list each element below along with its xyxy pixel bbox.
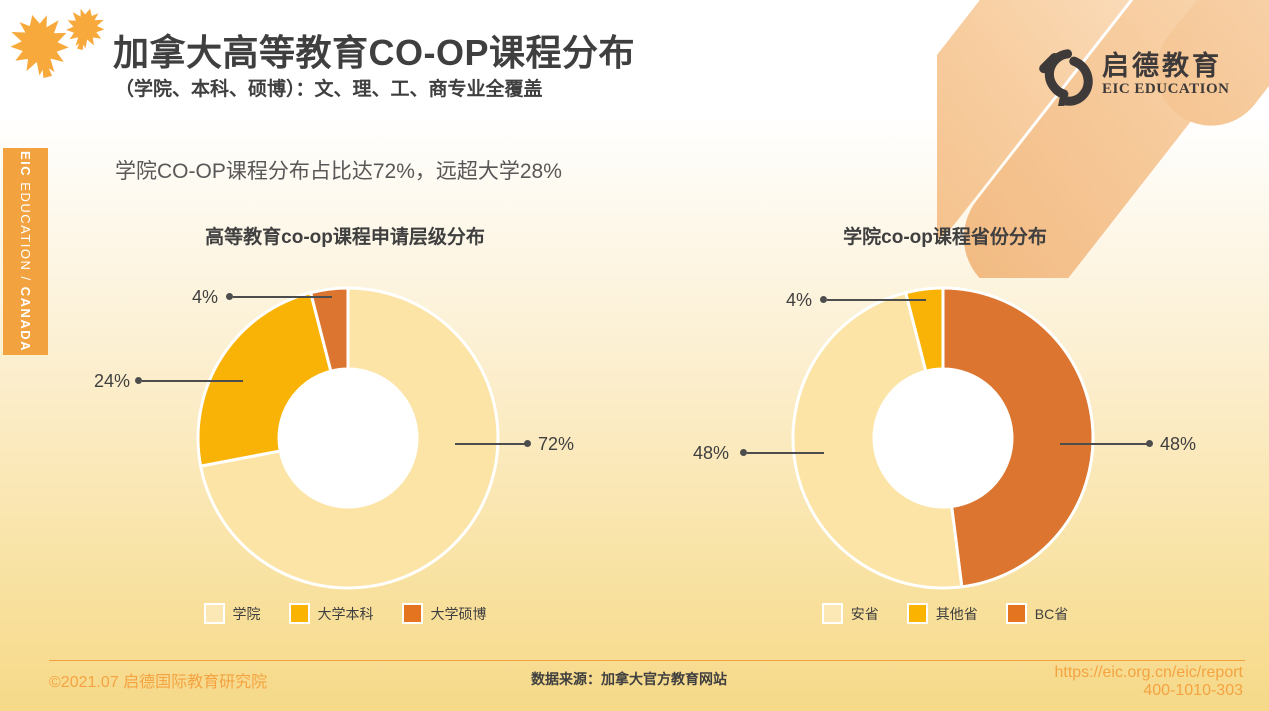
callout-label-other-province: 4% — [786, 290, 813, 310]
callout-label-bc: 48% — [1160, 434, 1197, 454]
legend-label: 大学本科 — [317, 605, 374, 622]
callout-dot — [524, 440, 531, 447]
eic-logo: 启德教育 EIC EDUCATION — [1030, 42, 1230, 106]
logo-name-en: EIC EDUCATION — [1102, 81, 1230, 97]
donut-chart-province — [791, 286, 1095, 590]
callout-line — [455, 443, 529, 445]
footer-copyright: ©2021.07 启德国际教育研究院 — [49, 674, 268, 691]
legend-label: 大学硕博 — [430, 605, 487, 622]
donut-chart-program-level — [196, 286, 500, 590]
legend-swatch — [401, 603, 423, 624]
sidebar-tab-eic-canada: EIC EDUCATION / CANADA — [3, 148, 48, 355]
footer-report-url[interactable]: https://eic.org.cn/eic/report — [1054, 664, 1243, 681]
legend-label: BC省 — [1034, 605, 1069, 622]
sidebar-tab-label: EIC EDUCATION / CANADA — [18, 150, 33, 353]
legend-label: 安省 — [850, 605, 879, 622]
page-title: 加拿大高等教育CO-OP课程分布 — [113, 32, 636, 73]
eic-logo-icon — [1039, 49, 1093, 106]
legend-label: 学院 — [232, 605, 261, 622]
chart2-title: 学院co-op课程省份分布 — [843, 227, 1047, 248]
legend-item-undergrad: 大学本科 — [288, 603, 374, 624]
footer-phone: 400-1010-303 — [1143, 682, 1243, 699]
chart1-title: 高等教育co-op课程申请层级分布 — [205, 227, 485, 248]
legend-swatch — [288, 603, 310, 624]
callout-label-ontario: 48% — [693, 443, 730, 463]
chart2-legend: 安省 其他省 BC省 — [740, 603, 1150, 624]
callout-dot — [135, 377, 142, 384]
callout-line — [1060, 443, 1147, 445]
legend-swatch — [1005, 603, 1027, 624]
callout-label-college: 72% — [538, 434, 575, 454]
legend-item-college: 学院 — [203, 603, 261, 624]
maple-leaf-icon — [66, 8, 105, 51]
callout-dot — [1146, 440, 1153, 447]
logo-name-cn: 启德教育 — [1102, 51, 1222, 81]
footer-contact: https://eic.org.cn/eic/report 400-1010-3… — [1054, 664, 1243, 700]
footer-data-source: 数据来源：加拿大官方教育网站 — [531, 671, 727, 687]
callout-line — [142, 380, 243, 382]
legend-swatch — [821, 603, 843, 624]
legend-swatch — [203, 603, 225, 624]
callout-dot — [740, 449, 747, 456]
callout-line — [747, 452, 824, 454]
legend-item-other-province: 其他省 — [906, 603, 978, 624]
callout-line — [827, 299, 926, 301]
legend-item-graduate: 大学硕博 — [401, 603, 487, 624]
callout-label-graduate: 4% — [192, 287, 219, 307]
legend-swatch — [906, 603, 928, 624]
callout-line — [233, 296, 332, 298]
legend-item-bc: BC省 — [1005, 603, 1069, 624]
eic-logo-text: 启德教育 EIC EDUCATION — [1102, 51, 1230, 97]
callout-label-undergrad: 24% — [94, 371, 131, 391]
insight-text: 学院CO-OP课程分布占比达72%，远超大学28% — [115, 160, 562, 183]
callout-dot — [820, 296, 827, 303]
callout-dot — [226, 293, 233, 300]
footer-divider — [49, 660, 1245, 661]
legend-label: 其他省 — [935, 605, 978, 622]
page-subtitle: （学院、本科、硕博）：文、理、工、商专业全覆盖 — [115, 79, 543, 100]
legend-item-ontario: 安省 — [821, 603, 879, 624]
maple-leaf-icon — [10, 14, 69, 79]
chart1-legend: 学院 大学本科 大学硕博 — [140, 603, 550, 624]
